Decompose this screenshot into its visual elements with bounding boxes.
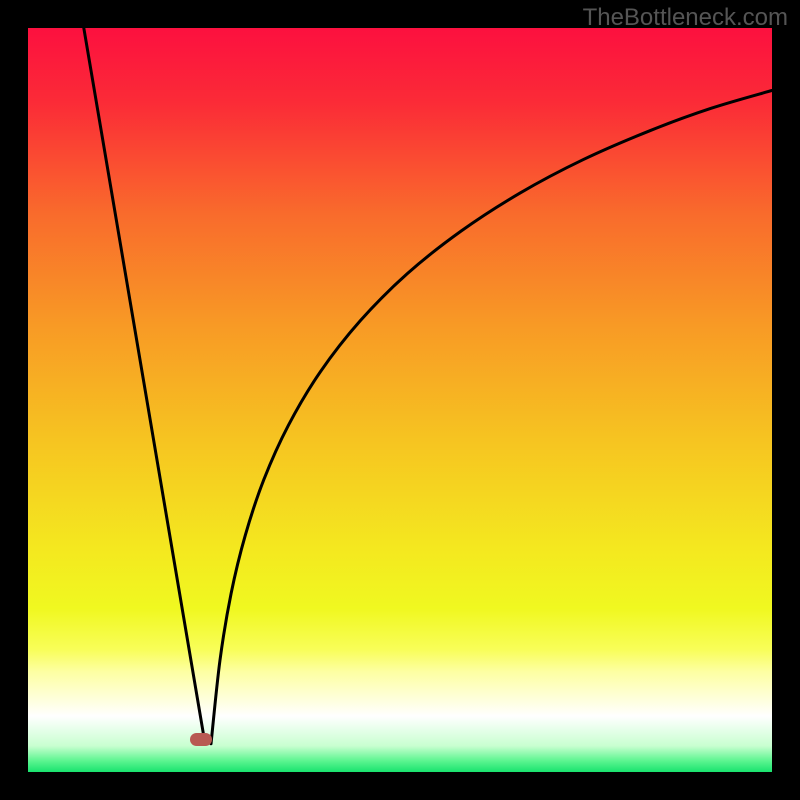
chart-container: TheBottleneck.com: [0, 0, 800, 800]
chart-outer-frame: [0, 0, 800, 800]
valley-marker: [190, 733, 212, 746]
watermark-text: TheBottleneck.com: [583, 4, 788, 32]
